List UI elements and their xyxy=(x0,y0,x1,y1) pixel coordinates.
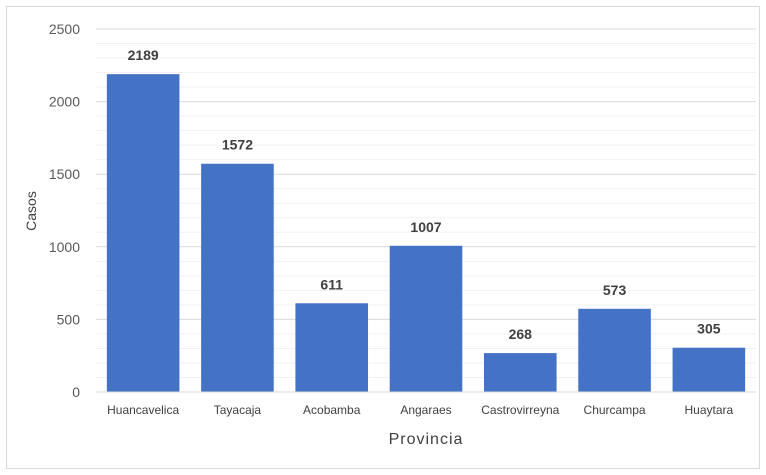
bar xyxy=(578,308,651,392)
data-label: 1572 xyxy=(222,137,253,153)
bar xyxy=(201,163,274,392)
y-axis-title: Casos xyxy=(23,191,39,231)
data-label: 1007 xyxy=(410,219,441,235)
y-tick-label: 2500 xyxy=(49,21,80,37)
y-tick-label: 500 xyxy=(57,311,81,327)
x-tick-label: Castrovirreyna xyxy=(481,403,559,417)
y-tick-label: 0 xyxy=(72,384,80,400)
y-tick-label: 1500 xyxy=(49,166,80,182)
data-label: 573 xyxy=(603,282,627,298)
data-labels: 2189 1572 611 1007 268 573 305 xyxy=(128,47,721,342)
bar xyxy=(106,74,180,393)
x-tick-label: Angaraes xyxy=(400,403,451,417)
data-label: 305 xyxy=(697,321,721,337)
x-tick-label: Tayacaja xyxy=(214,403,262,417)
y-axis-tick-labels: 0 500 1000 1500 2000 2500 xyxy=(49,21,80,400)
x-axis-category-labels: Huancavelica Tayacaja Acobamba Angaraes Cast… xyxy=(107,403,733,417)
bar xyxy=(295,303,369,392)
y-tick-label: 1000 xyxy=(49,239,80,255)
data-label: 2189 xyxy=(128,47,159,63)
x-tick-label: Acobamba xyxy=(303,403,361,417)
x-tick-label: Huancavelica xyxy=(107,403,179,417)
bar xyxy=(672,347,746,392)
data-label: 611 xyxy=(320,276,343,292)
bars xyxy=(106,74,746,393)
bar xyxy=(389,245,463,392)
y-tick-label: 2000 xyxy=(49,94,80,110)
x-tick-label: Huaytara xyxy=(685,403,734,417)
data-label: 268 xyxy=(509,326,533,342)
x-tick-label: Churcampa xyxy=(584,403,646,417)
bar xyxy=(483,353,557,392)
x-axis-title: Provincia xyxy=(389,431,464,448)
